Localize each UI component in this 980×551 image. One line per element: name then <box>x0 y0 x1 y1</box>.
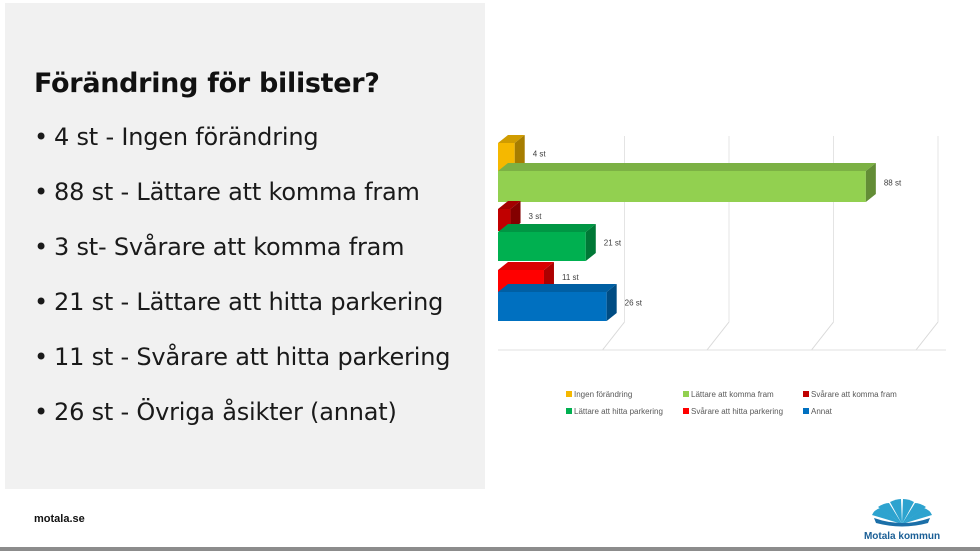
legend-label: Annat <box>811 407 833 416</box>
bullet-item: • 11 st - Svårare att hitta parkering <box>34 340 450 395</box>
bar-top-face <box>498 135 525 143</box>
bullet-icon: • <box>34 343 48 371</box>
bullet-text: 4 st - Ingen förändring <box>54 123 319 151</box>
motala-kommun-logo: Motala kommun <box>864 499 940 542</box>
bar <box>498 232 586 261</box>
footer <box>0 489 980 547</box>
gridline-floor <box>811 321 834 351</box>
footer-divider <box>0 547 980 551</box>
data-label: 3 st <box>529 212 543 221</box>
legend-label: Svårare att komma fram <box>811 390 897 399</box>
logo-text: Motala kommun <box>864 531 940 542</box>
legend-swatch <box>683 408 689 414</box>
bullet-text: 26 st - Övriga åsikter (annat) <box>54 398 397 426</box>
bullet-item: • 21 st - Lättare att hitta parkering <box>34 285 450 340</box>
bullet-text: 88 st - Lättare att komma fram <box>54 178 420 206</box>
legend-label: Svårare att hitta parkering <box>691 407 783 416</box>
data-label: 88 st <box>884 179 902 188</box>
data-label: 4 st <box>533 150 547 159</box>
bullet-icon: • <box>34 233 48 261</box>
legend-swatch <box>803 408 809 414</box>
bar-chart: 4 st 88 st 3 st 21 st 11 st 26 st Ingen föränd… <box>498 135 946 416</box>
bullet-item: • 88 st - Lättare att komma fram <box>34 175 450 230</box>
text-panel <box>5 3 485 489</box>
bullet-text: 21 st - Lättare att hitta parkering <box>54 288 444 316</box>
bullet-text: 11 st - Svårare att hitta parkering <box>54 343 451 371</box>
bullet-icon: • <box>34 178 48 206</box>
bullet-item: • 4 st - Ingen förändring <box>34 120 450 175</box>
bar <box>498 292 607 321</box>
data-label: 21 st <box>604 239 622 248</box>
legend-label: Ingen förändring <box>574 390 632 399</box>
data-label: 11 st <box>562 273 580 282</box>
bar-top-face <box>498 201 521 209</box>
bar-side-face <box>585 224 596 261</box>
legend-swatch <box>566 391 572 397</box>
bar-side-face <box>514 135 525 172</box>
data-label: 26 st <box>625 299 643 308</box>
legend-label: Lättare att hitta parkering <box>574 407 663 416</box>
bullet-icon: • <box>34 123 48 151</box>
gridline-floor <box>706 321 730 351</box>
slide-title: Förändring för bilister? <box>34 68 380 99</box>
logo-emblem-icon <box>872 499 932 527</box>
bar-side-face <box>865 163 876 202</box>
bar-top-face <box>498 262 554 270</box>
bar-top-face <box>498 224 596 232</box>
site-link[interactable]: motala.se <box>34 513 85 525</box>
bar-side-face <box>510 201 521 231</box>
legend-label: Lättare att komma fram <box>691 390 774 399</box>
bar-top-face <box>498 284 617 292</box>
bullet-item: • 3 st- Svårare att komma fram <box>34 230 450 285</box>
legend-swatch <box>566 408 572 414</box>
bar-side-face <box>606 284 617 321</box>
bullet-text: 3 st- Svårare att komma fram <box>54 233 405 261</box>
legend-swatch <box>803 391 809 397</box>
bar-top-face <box>498 163 876 171</box>
gridline-floor <box>915 321 939 351</box>
bar <box>498 171 866 202</box>
legend-swatch <box>683 391 689 397</box>
gridline-floor <box>602 321 625 351</box>
bullet-icon: • <box>34 288 48 316</box>
bullet-list: • 4 st - Ingen förändring • 88 st - Lättar… <box>34 120 450 450</box>
bullet-icon: • <box>34 398 48 426</box>
bullet-item: • 26 st - Övriga åsikter (annat) <box>34 395 450 450</box>
